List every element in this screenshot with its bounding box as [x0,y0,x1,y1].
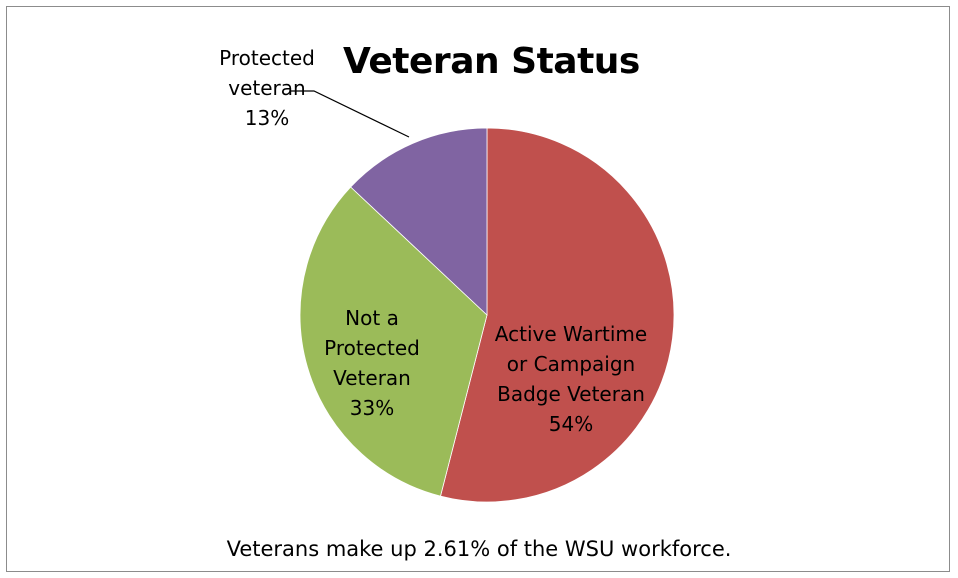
slice-percent-label: 13% [244,106,290,130]
chart-footnote: Veterans make up 2.61% of the WSU workfo… [226,537,732,561]
slice-label-not-a-protected-veteran: Not a Protected Veteran 33% [307,303,437,423]
slice-active-wartime-veteran [440,127,675,503]
chart-title: Veteran Status [343,41,640,82]
slice-label-line: or Campaign [506,352,636,376]
slice-protected-veteran [350,127,488,316]
slice-percent-label: 33% [349,396,395,420]
pie-slices [299,127,675,503]
slice-label-active-wartime-veteran: Active Wartime or Campaign Badge Veteran… [483,319,659,439]
chart-frame: Veteran Status Protected veteran 13% Not… [6,6,950,572]
slice-label-line: Not a [345,306,399,330]
slice-label-line: Badge Veteran [497,382,645,406]
slice-label-line: Veteran [333,366,411,390]
slice-percent-label: 54% [548,412,594,436]
pie-chart [291,90,675,503]
slice-label-line: veteran [228,76,306,100]
slice-not-a-protected-veteran [299,186,488,497]
slice-label-line: Active Wartime [494,322,648,346]
slice-label-line: Protected [219,46,315,70]
slice-label-protected-veteran: Protected veteran 13% [197,43,337,133]
slice-label-line: Protected [324,336,420,360]
protected-veteran-leader-line [291,90,410,138]
